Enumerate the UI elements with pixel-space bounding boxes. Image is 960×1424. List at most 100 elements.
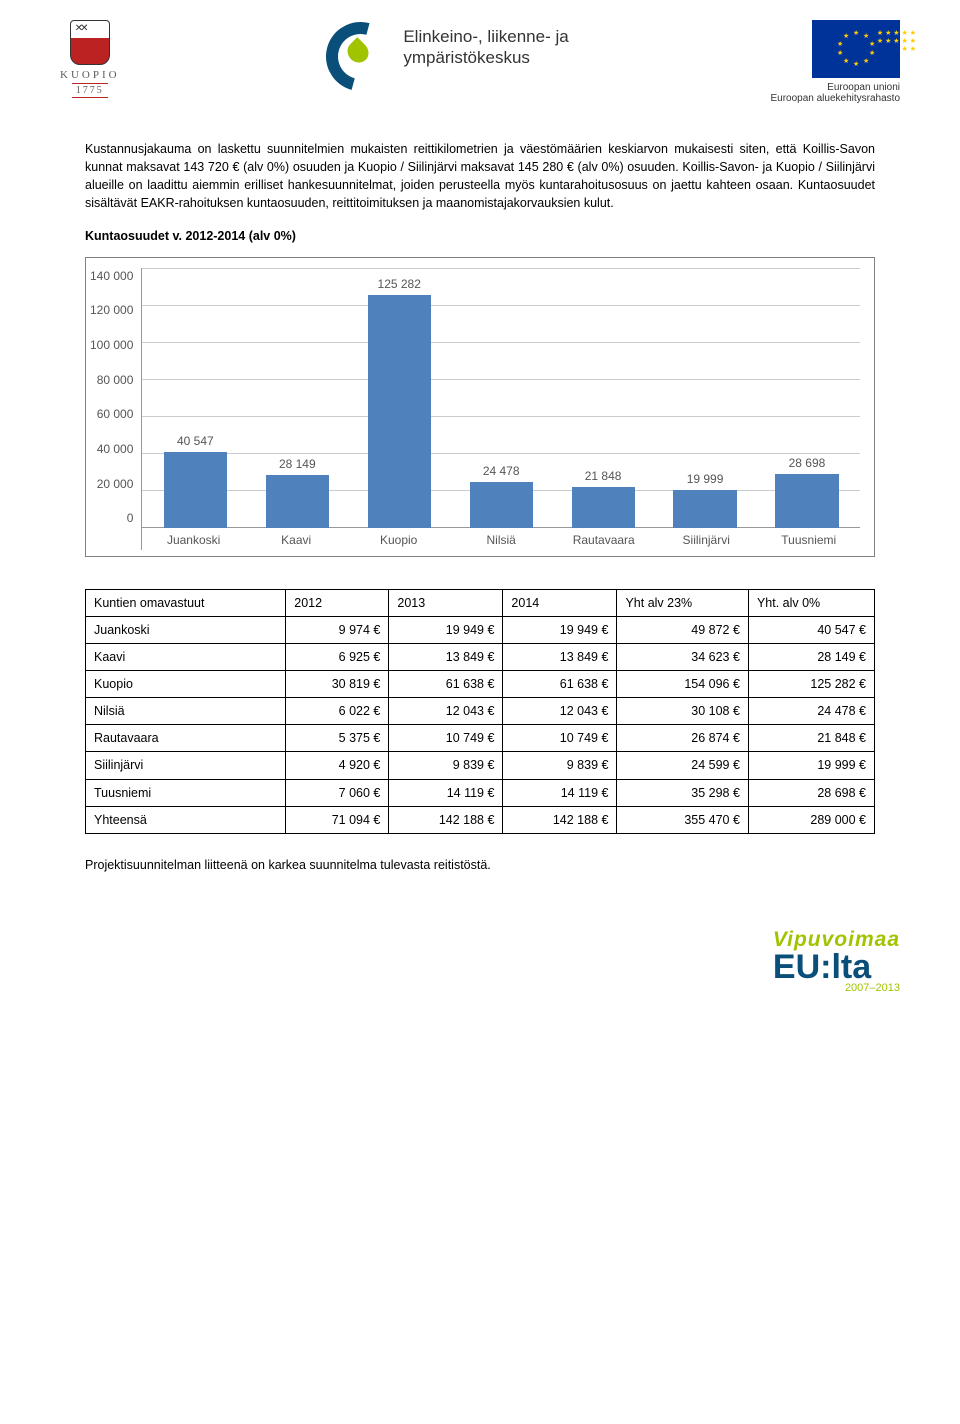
bar-value-label: 28 698 (789, 455, 826, 472)
table-cell: Kaavi (86, 643, 286, 670)
bar-value-label: 40 547 (177, 433, 214, 450)
bar-column: 21 848 (552, 268, 654, 528)
chart-y-axis: 140 000120 000100 00080 00060 00040 0002… (90, 268, 141, 550)
bar (470, 482, 533, 527)
kuopio-name: KUOPIO (60, 69, 120, 81)
table-cell: Nilsiä (86, 698, 286, 725)
table-cell: 10 749 € (503, 725, 617, 752)
paragraph-intro: Kustannusjakauma on laskettu suunnitelmi… (85, 140, 875, 213)
table-cell: 24 478 € (748, 698, 874, 725)
table-cell: 35 298 € (617, 779, 748, 806)
table-cell: 12 043 € (503, 698, 617, 725)
table-cell: 154 096 € (617, 671, 748, 698)
ely-text: Elinkeino-, liikenne- ja ympäristökeskus (403, 27, 568, 68)
bar-value-label: 21 848 (585, 468, 622, 485)
y-tick-label: 140 000 (90, 268, 133, 285)
table-header-row: Kuntien omavastuut201220132014Yht alv 23… (86, 589, 875, 616)
table-row: Juankoski9 974 €19 949 €19 949 €49 872 €… (86, 616, 875, 643)
table-cell: 24 599 € (617, 752, 748, 779)
bar (266, 475, 329, 527)
table-header-cell: Kuntien omavastuut (86, 589, 286, 616)
bar-chart: 140 000120 000100 00080 00060 00040 0002… (85, 257, 875, 557)
table-cell: 9 839 € (389, 752, 503, 779)
table-cell: 355 470 € (617, 806, 748, 833)
table-cell: 14 119 € (503, 779, 617, 806)
kuntien-omavastuut-table: Kuntien omavastuut201220132014Yht alv 23… (85, 589, 875, 834)
table-cell: 289 000 € (748, 806, 874, 833)
table-cell: 12 043 € (389, 698, 503, 725)
y-tick-label: 0 (127, 510, 134, 527)
logo-eu: ★★ ★★ ★★ ★★ ★★ Euroopan unioni Euroopan … (770, 20, 900, 104)
table-cell: Juankoski (86, 616, 286, 643)
table-cell: 30 819 € (286, 671, 389, 698)
eu-flag-icon: ★★ ★★ ★★ ★★ ★★ (812, 20, 900, 78)
table-header-cell: Yht. alv 0% (748, 589, 874, 616)
page-footer: Vipuvoimaa EU:lta 2007–2013 (0, 908, 960, 1027)
x-tick-label: Kaavi (245, 532, 348, 550)
bar (368, 295, 431, 528)
x-tick-label: Rautavaara (552, 532, 655, 550)
y-tick-label: 100 000 (90, 337, 133, 354)
table-cell: 13 849 € (503, 643, 617, 670)
table-header-cell: 2014 (503, 589, 617, 616)
table-cell: Tuusniemi (86, 779, 286, 806)
bar (164, 452, 227, 527)
bar-value-label: 125 282 (378, 276, 421, 293)
table-cell: Kuopio (86, 671, 286, 698)
table-row: Kaavi6 925 €13 849 €13 849 €34 623 €28 1… (86, 643, 875, 670)
table-cell: 19 949 € (389, 616, 503, 643)
table-cell: 6 022 € (286, 698, 389, 725)
table-cell: 30 108 € (617, 698, 748, 725)
paragraph-footer-note: Projektisuunnitelman liitteenä on karkea… (85, 856, 875, 874)
x-tick-label: Tuusniemi (757, 532, 860, 550)
x-tick-label: Kuopio (347, 532, 450, 550)
table-row: Rautavaara5 375 €10 749 €10 749 €26 874 … (86, 725, 875, 752)
table-cell: 71 094 € (286, 806, 389, 833)
x-tick-label: Juankoski (142, 532, 245, 550)
table-cell: 4 920 € (286, 752, 389, 779)
table-cell: 21 848 € (748, 725, 874, 752)
logo-ely: Elinkeino-, liikenne- ja ympäristökeskus (321, 20, 568, 75)
page-content: Kustannusjakauma on laskettu suunnitelmi… (0, 130, 960, 908)
bar-column: 28 149 (246, 268, 348, 528)
table-body: Juankoski9 974 €19 949 €19 949 €49 872 €… (86, 616, 875, 833)
ely-line1: Elinkeino-, liikenne- ja (403, 27, 568, 47)
table-cell: 142 188 € (389, 806, 503, 833)
y-tick-label: 80 000 (97, 372, 134, 389)
table-cell: 10 749 € (389, 725, 503, 752)
bar (572, 487, 635, 528)
logo-vipuvoimaa: Vipuvoimaa EU:lta 2007–2013 (773, 928, 900, 995)
bar-value-label: 28 149 (279, 456, 316, 473)
bar (775, 474, 838, 527)
table-header-cell: 2013 (389, 589, 503, 616)
table-cell: 19 999 € (748, 752, 874, 779)
y-tick-label: 40 000 (97, 441, 134, 458)
table-cell: 13 849 € (389, 643, 503, 670)
table-cell: 19 949 € (503, 616, 617, 643)
kuopio-shield-icon (70, 20, 110, 65)
logo-kuopio: KUOPIO 1775 (60, 20, 120, 98)
bar-column: 40 547 (144, 268, 246, 528)
bar-value-label: 24 478 (483, 463, 520, 480)
table-cell: 28 698 € (748, 779, 874, 806)
table-cell: 7 060 € (286, 779, 389, 806)
heading-kuntaosuudet: Kuntaosuudet v. 2012-2014 (alv 0%) (85, 227, 875, 245)
table-cell: Yhteensä (86, 806, 286, 833)
x-tick-label: Siilinjärvi (655, 532, 758, 550)
vipu-line2: EU:lta (773, 952, 900, 983)
chart-x-axis: JuankoskiKaaviKuopioNilsiäRautavaaraSiil… (142, 528, 860, 550)
table-header-cell: 2012 (286, 589, 389, 616)
table-header-cell: Yht alv 23% (617, 589, 748, 616)
table-cell: 26 874 € (617, 725, 748, 752)
table-cell: Siilinjärvi (86, 752, 286, 779)
table-row: Nilsiä6 022 €12 043 €12 043 €30 108 €24 … (86, 698, 875, 725)
ely-swirl-icon (321, 20, 391, 75)
y-tick-label: 60 000 (97, 406, 134, 423)
bar-column: 125 282 (348, 268, 450, 528)
table-cell: 28 149 € (748, 643, 874, 670)
y-tick-label: 20 000 (97, 476, 134, 493)
table-cell: 61 638 € (503, 671, 617, 698)
table-cell: 34 623 € (617, 643, 748, 670)
x-tick-label: Nilsiä (450, 532, 553, 550)
eu-line2: Euroopan aluekehitysrahasto (770, 93, 900, 104)
